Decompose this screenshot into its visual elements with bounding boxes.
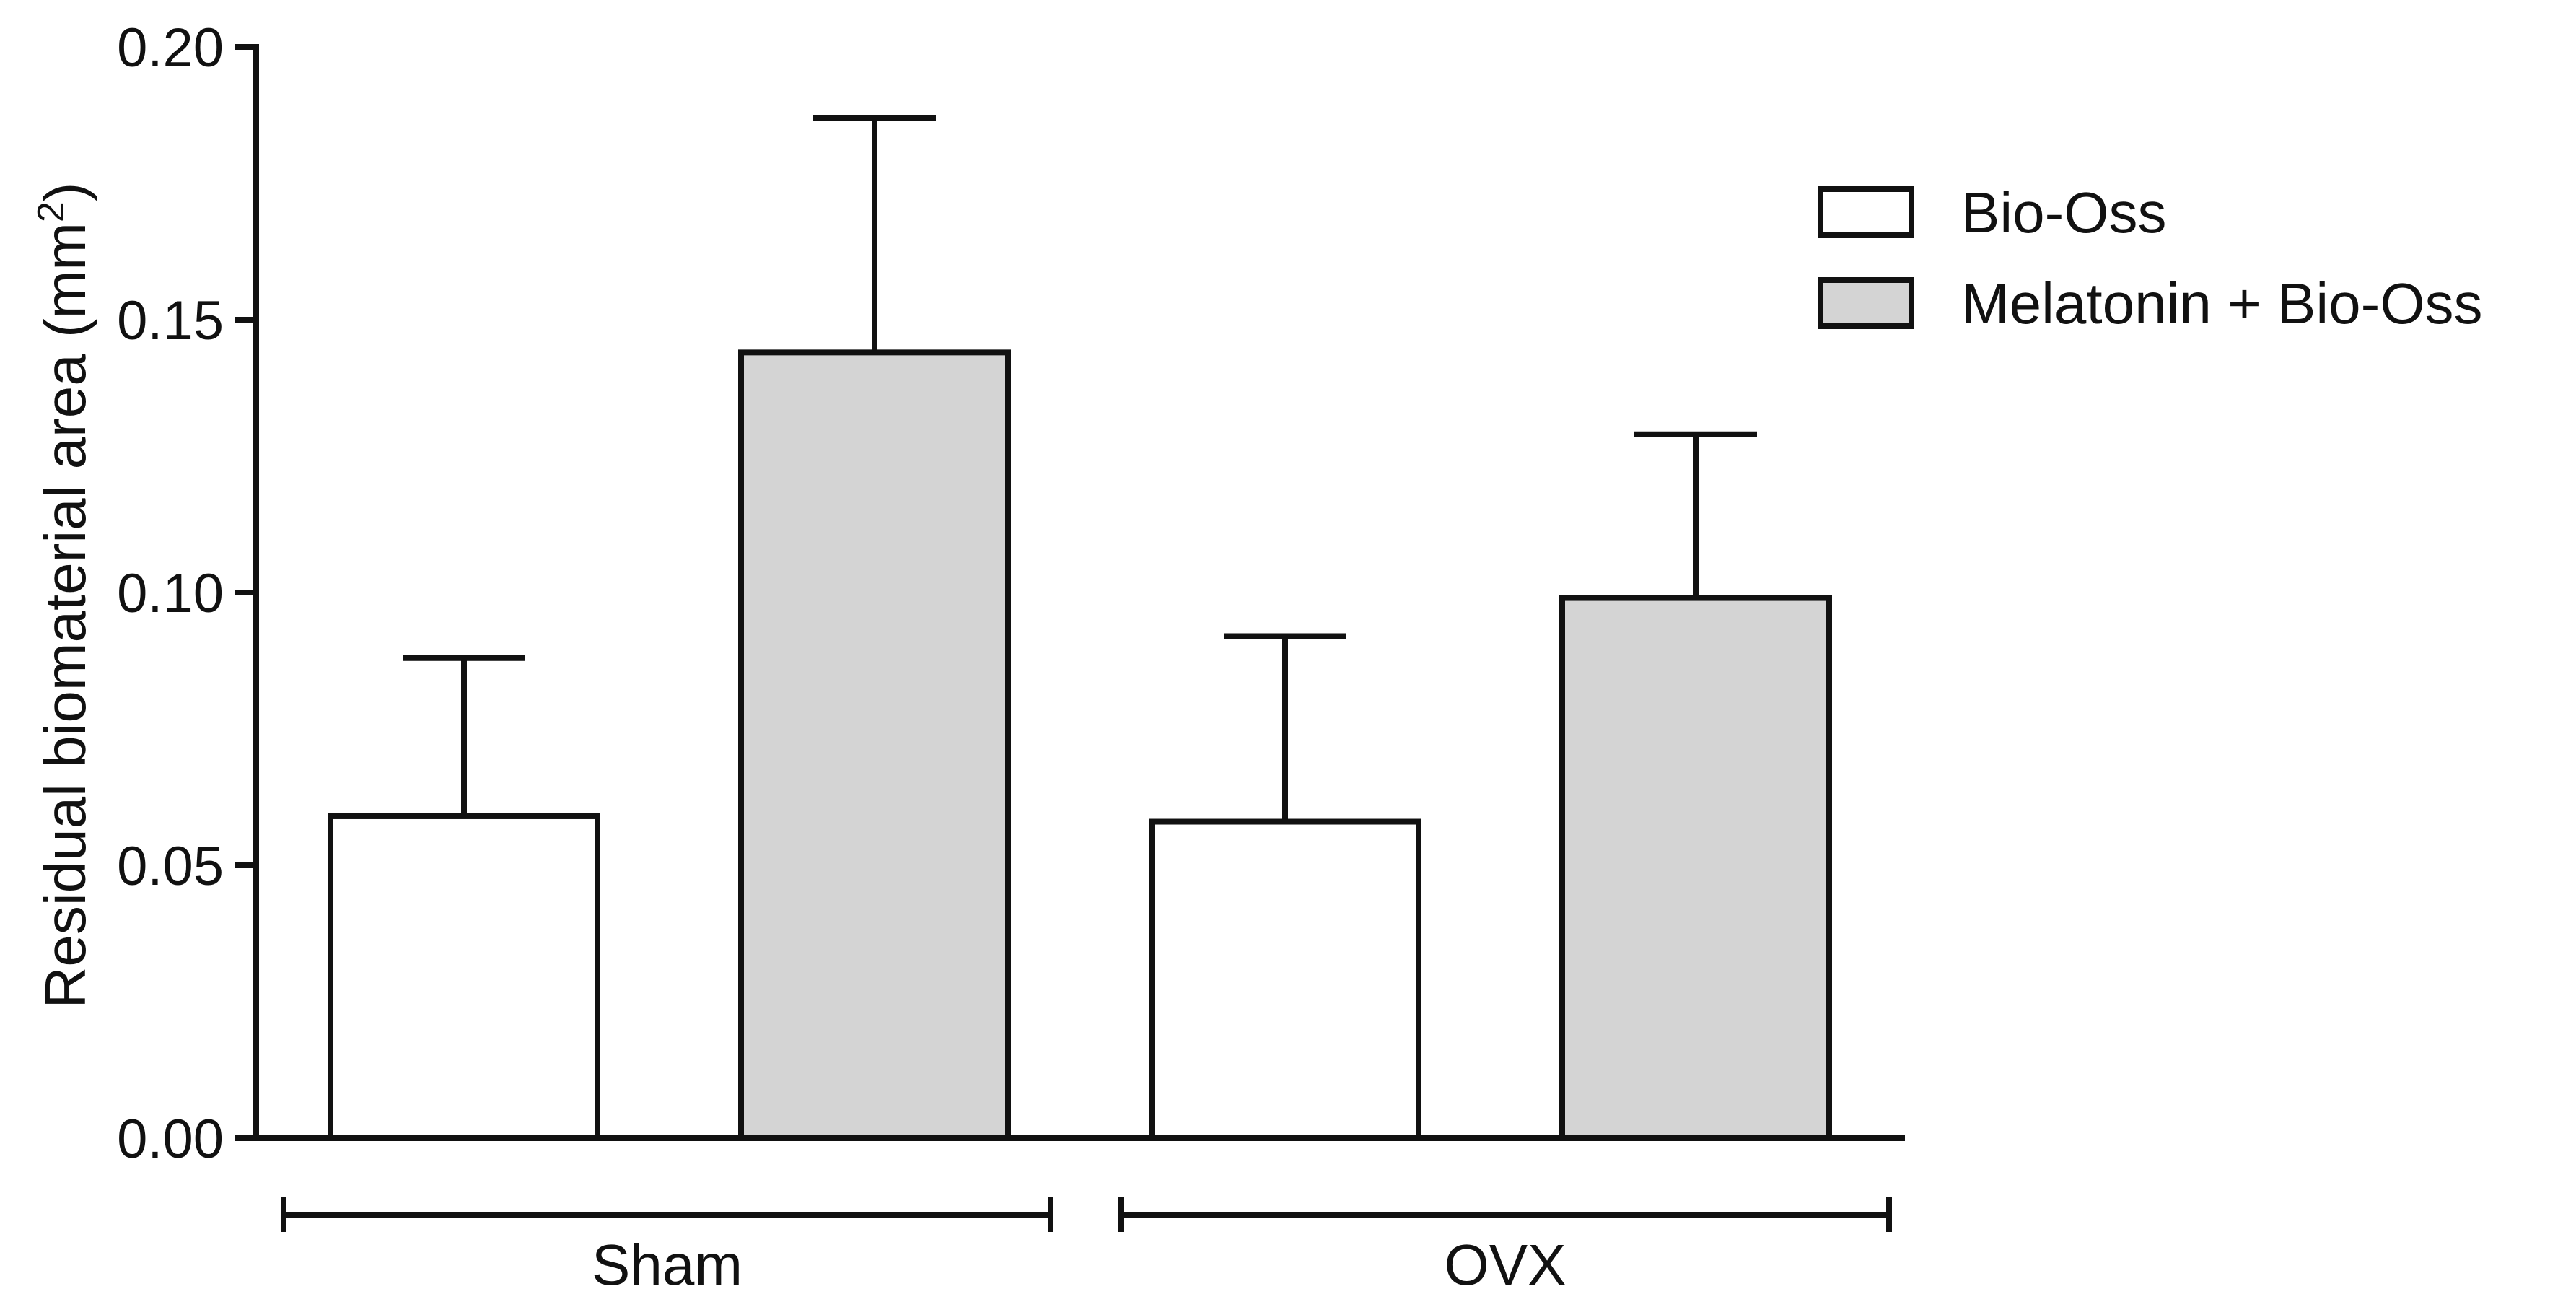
- legend-swatch-melatonin-bio-oss: [1818, 277, 1914, 329]
- y-tick-label: 0.15: [117, 290, 224, 351]
- legend-label-bio-oss: Bio-Oss: [1961, 180, 2167, 245]
- legend: Bio-Oss Melatonin + Bio-Oss: [1818, 180, 2483, 336]
- y-axis-title-text: Residual biomaterial area (mm: [33, 222, 97, 1008]
- bar-ovx-bio-oss: [1149, 818, 1421, 1142]
- bars-layer: [328, 115, 1832, 1142]
- bar-sham-bio-oss: [328, 813, 600, 1141]
- y-axis-title-superscript: 2: [30, 201, 72, 222]
- bar-sham-melatonin-bio-oss: [738, 349, 1011, 1141]
- y-axis-title: Residual biomaterial area (mm2): [30, 183, 97, 1009]
- y-tick-label: 0.10: [117, 563, 224, 624]
- legend-swatch-bio-oss: [1818, 186, 1914, 238]
- y-tick-label: 0.00: [117, 1109, 224, 1170]
- group-label-ovx: OVX: [1445, 1233, 1567, 1297]
- group-brackets-layer: Sham OVX: [281, 1197, 1892, 1297]
- legend-label-melatonin-bio-oss: Melatonin + Bio-Oss: [1961, 271, 2483, 336]
- y-tick-label: 0.20: [117, 17, 224, 79]
- y-axis-title-suffix: ): [33, 183, 97, 202]
- y-tick-label: 0.05: [117, 836, 224, 897]
- bar-ovx-melatonin-bio-oss: [1559, 595, 1832, 1141]
- group-label-sham: Sham: [592, 1233, 742, 1297]
